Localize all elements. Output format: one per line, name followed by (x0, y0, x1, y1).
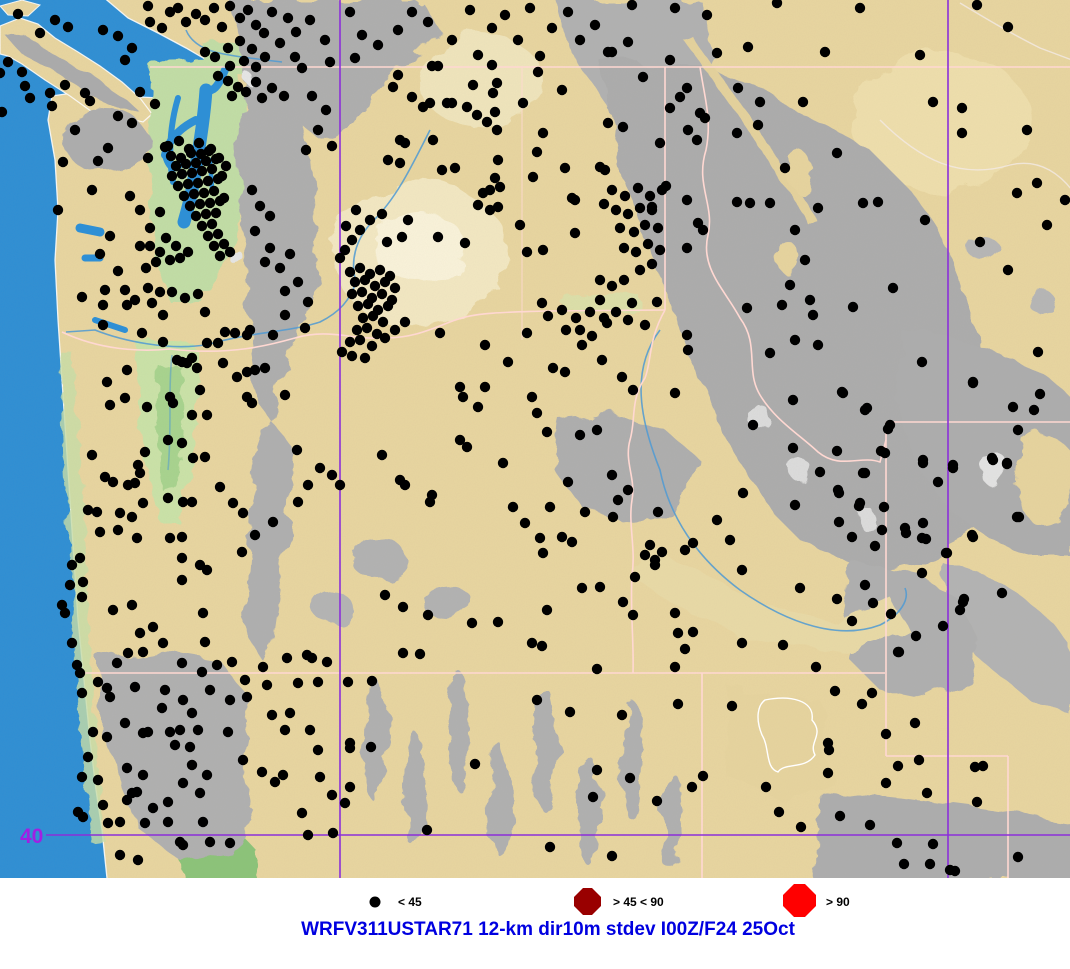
great-salt-lake-outline (757, 697, 818, 773)
station-dots (0, 0, 1070, 877)
graticule (46, 0, 1070, 878)
latitude-label: 40 (20, 825, 43, 848)
legend-dot-icon (369, 896, 381, 908)
terrain-map: 40 (0, 0, 1070, 878)
legend-label-gt90: > 90 (826, 895, 850, 909)
rivers (65, 2, 1070, 632)
legend-octagon-high-icon (783, 884, 816, 917)
legend-label-45-90: > 45 < 90 (613, 895, 664, 909)
legend-octagon-mid-icon (574, 888, 601, 915)
terrain-texture (0, 0, 1070, 878)
legend-label-lt45: < 45 (398, 895, 422, 909)
state-borders (61, 66, 1070, 878)
figure-title: WRFV311USTAR71 12-km dir10m stdev I00Z/F… (301, 919, 795, 940)
